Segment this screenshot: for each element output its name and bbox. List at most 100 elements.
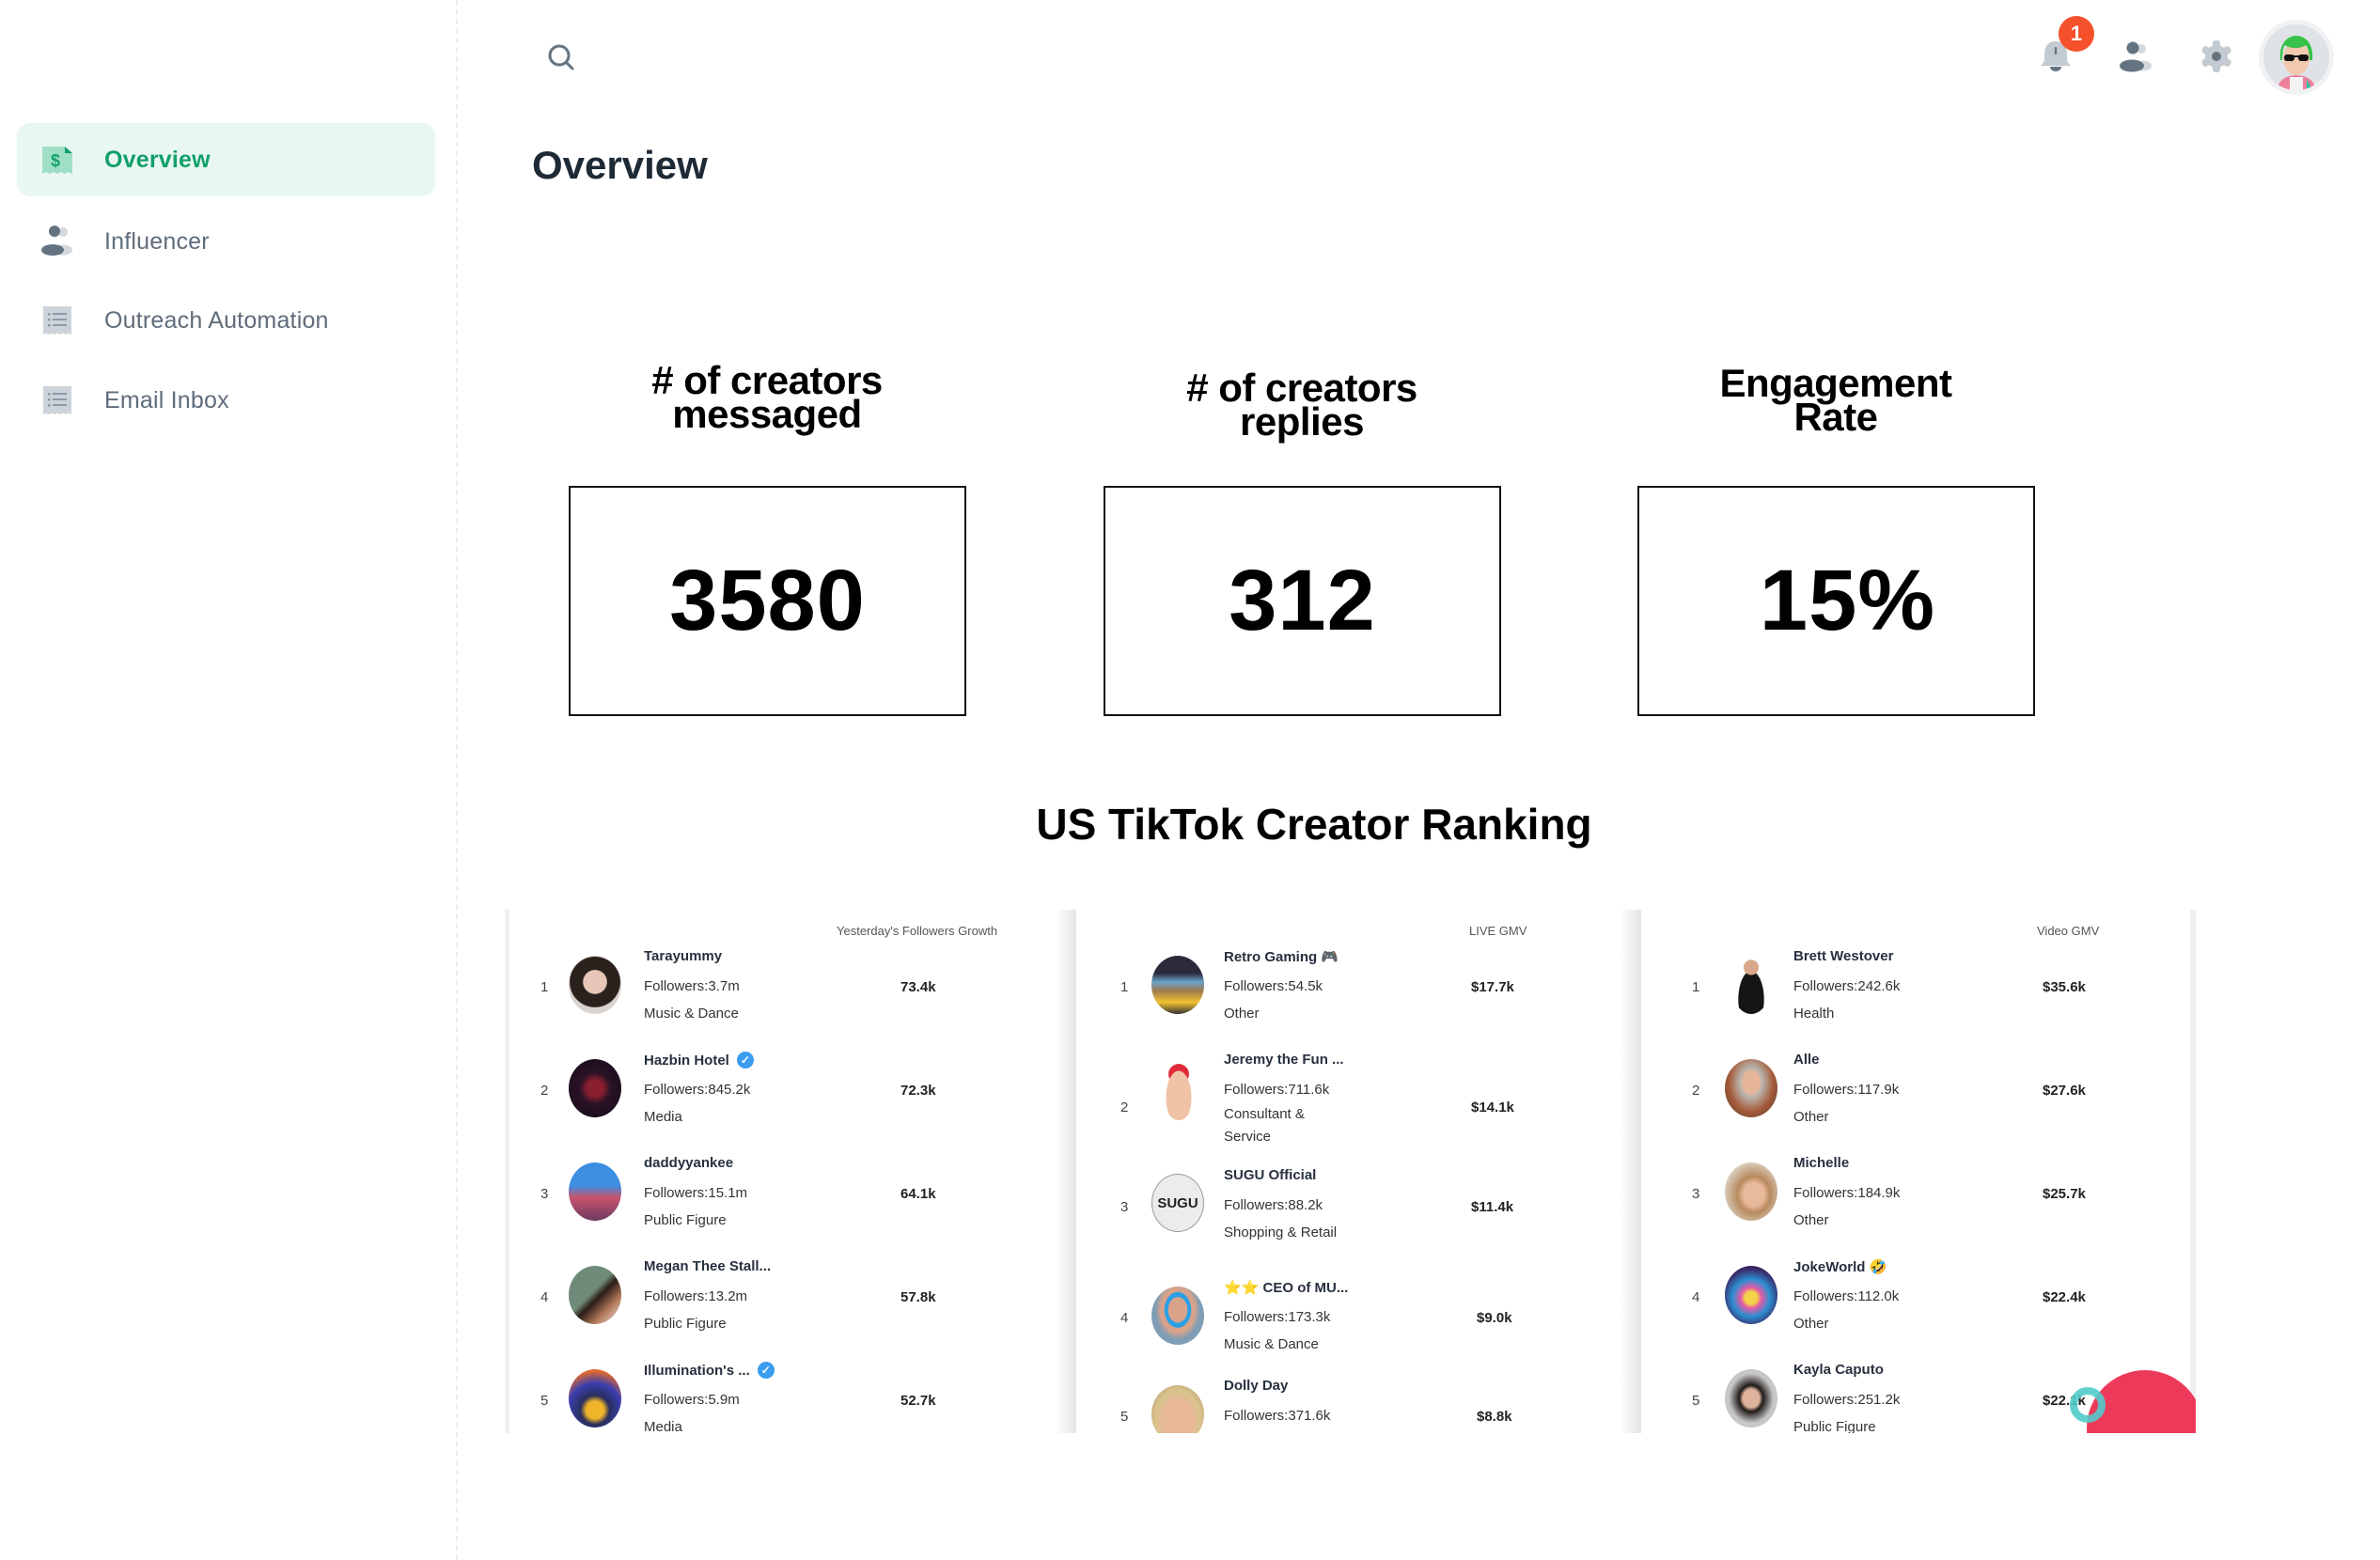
ranking-title: US TikTok Creator Ranking (0, 799, 2380, 850)
creator-avatar[interactable] (569, 1369, 621, 1427)
creator-category: Public Figure (1793, 1419, 1876, 1433)
table-row[interactable]: 4 JokeWorld 🤣 Followers:112.0k Other $22… (1659, 1254, 2196, 1357)
creator-avatar[interactable] (569, 1059, 621, 1117)
creator-name[interactable]: Jeremy the Fun ... (1224, 1052, 1344, 1068)
creator-followers: Followers:3.7m (644, 978, 740, 994)
creator-category: Public Figure (644, 1316, 727, 1332)
creator-avatar[interactable] (1725, 1369, 1777, 1427)
stat-heading-replies: # of creators replies (1104, 366, 1500, 444)
table-row[interactable]: 1 Brett Westover Followers:242.6k Health… (1659, 944, 2196, 1047)
creator-name[interactable]: daddyyankee (644, 1155, 734, 1171)
creator-avatar[interactable] (1731, 956, 1771, 1014)
creator-name[interactable]: ⭐⭐ CEO of MU... (1224, 1280, 1349, 1296)
creator-metric: 52.7k (900, 1393, 936, 1409)
creator-name[interactable]: Tarayummy (644, 948, 723, 964)
creator-metric: 73.4k (900, 979, 936, 995)
creator-followers: Followers:251.2k (1793, 1392, 1901, 1408)
rank-number: 1 (1692, 979, 1700, 995)
panel-header: Yesterday's Followers Growth (837, 924, 998, 938)
sidebar-item-overview[interactable]: $ Overview (17, 123, 435, 196)
contacts-icon[interactable] (2115, 36, 2156, 77)
panel-header: LIVE GMV (1469, 924, 1527, 938)
creator-followers: Followers:711.6k (1224, 1082, 1330, 1098)
panel-edge (2190, 910, 2196, 1433)
table-row[interactable]: 5 Illumination's ... ✓ Followers:5.9m Med… (505, 1357, 1076, 1433)
creator-metric: $17.7k (1471, 979, 1514, 995)
creator-avatar[interactable] (569, 956, 621, 1014)
creator-followers: Followers:112.0k (1793, 1288, 1900, 1304)
creator-avatar[interactable] (569, 1266, 621, 1324)
creator-name[interactable]: Brett Westover (1793, 948, 1894, 964)
table-row[interactable]: 2 Alle Followers:117.9k Other $27.6k (1659, 1047, 2196, 1150)
creator-category: Other (1793, 1212, 1829, 1228)
ranking-panel-live-gmv: LIVE GMV 1 Retro Gaming 🎮 Followers:54.5… (1076, 910, 1641, 1433)
creator-avatar[interactable] (1151, 956, 1204, 1014)
page-title: Overview (532, 143, 708, 187)
rank-number: 1 (540, 979, 549, 995)
table-row[interactable]: 3 SUGU SUGU Official Followers:88.2k Sho… (1076, 1167, 1641, 1274)
sidebar-item-outreach-automation[interactable]: Outreach Automation (17, 284, 435, 357)
stat-heading-line: replies (1240, 399, 1364, 444)
search-icon[interactable] (545, 41, 577, 73)
rank-number: 5 (540, 1393, 549, 1409)
table-row[interactable]: 3 Michelle Followers:184.9k Other $25.7k (1659, 1150, 2196, 1254)
stat-heading-line: # of creators (1186, 366, 1417, 410)
creator-name[interactable]: Michelle (1793, 1155, 1850, 1171)
gear-icon[interactable] (2196, 36, 2237, 77)
creator-name[interactable]: Illumination's ... ✓ (644, 1362, 775, 1379)
table-row[interactable]: 3 daddyyankee Followers:15.1m Public Fig… (505, 1150, 1076, 1254)
creator-avatar[interactable] (569, 1162, 621, 1221)
creator-metric: 72.3k (900, 1083, 936, 1099)
creator-metric: $9.0k (1477, 1310, 1512, 1326)
creator-name[interactable]: Kayla Caputo (1793, 1362, 1884, 1378)
creator-avatar[interactable] (1725, 1162, 1777, 1221)
rank-number: 2 (540, 1083, 549, 1099)
panel-edge (505, 910, 509, 1433)
creator-name[interactable]: Dolly Day (1224, 1378, 1289, 1394)
bell-icon[interactable] (2035, 36, 2076, 77)
user-avatar[interactable] (2259, 20, 2334, 95)
table-row[interactable]: 1 Tarayummy Followers:3.7m Music & Dance… (505, 944, 1076, 1047)
table-row[interactable]: 1 Retro Gaming 🎮 Followers:54.5k Other $… (1076, 944, 1641, 1047)
creator-avatar[interactable] (1151, 1385, 1204, 1433)
table-row[interactable]: 2 Hazbin Hotel ✓ Followers:845.2k Media 7… (505, 1047, 1076, 1150)
table-row[interactable]: 5 Dolly Day Followers:371.6k $8.8k (1076, 1378, 1641, 1433)
stat-card-engagement-rate: 15% (1637, 486, 2035, 716)
creator-name[interactable]: SUGU Official (1224, 1167, 1317, 1183)
creator-name[interactable]: JokeWorld 🤣 (1793, 1259, 1887, 1275)
table-row[interactable]: 2 Jeremy the Fun ... Followers:711.6k Co… (1076, 1047, 1641, 1169)
creator-category: Public Figure (644, 1212, 727, 1228)
creator-avatar[interactable] (1151, 1287, 1204, 1345)
sidebar-item-email-inbox[interactable]: Email Inbox (17, 364, 435, 437)
creator-category: Music & Dance (644, 1006, 739, 1022)
creator-name[interactable]: Megan Thee Stall... (644, 1258, 772, 1274)
creator-followers: Followers:371.6k (1224, 1408, 1331, 1424)
rank-number: 4 (540, 1289, 549, 1305)
creator-category: Media (644, 1109, 682, 1125)
creator-category: Music & Dance (1224, 1336, 1319, 1352)
creator-metric: $27.6k (2043, 1083, 2086, 1099)
creator-name[interactable]: Retro Gaming 🎮 (1224, 949, 1339, 965)
sugu-logo-avatar[interactable]: SUGU (1151, 1174, 1204, 1232)
creator-avatar[interactable] (1163, 1064, 1195, 1120)
creator-name[interactable]: Alle (1793, 1052, 1820, 1068)
creator-followers: Followers:13.2m (644, 1288, 748, 1304)
rank-number: 2 (1120, 1100, 1129, 1115)
creator-metric: $25.7k (2043, 1186, 2086, 1202)
rank-number: 3 (1692, 1186, 1700, 1202)
creator-metric: 57.8k (900, 1289, 936, 1305)
sidebar-item-influencer[interactable]: Influencer (17, 205, 435, 278)
stat-value: 3580 (669, 553, 866, 648)
table-row[interactable]: 4 ⭐⭐ CEO of MU... Followers:173.3k Music… (1076, 1274, 1641, 1378)
table-row[interactable]: 4 Megan Thee Stall... Followers:13.2m Pu… (505, 1254, 1076, 1357)
creator-metric: $8.8k (1477, 1409, 1512, 1425)
creator-avatar[interactable] (1725, 1059, 1777, 1117)
creator-category: Other (1793, 1109, 1829, 1125)
creator-metric: $11.4k (1471, 1199, 1514, 1215)
rank-number: 5 (1120, 1409, 1129, 1425)
creator-name[interactable]: Hazbin Hotel ✓ (644, 1052, 754, 1069)
panel-edge (1056, 910, 1076, 1433)
stat-heading-messaged: # of creators messaged (569, 361, 965, 434)
creator-followers: Followers:845.2k (644, 1082, 751, 1098)
creator-avatar[interactable] (1725, 1266, 1777, 1324)
